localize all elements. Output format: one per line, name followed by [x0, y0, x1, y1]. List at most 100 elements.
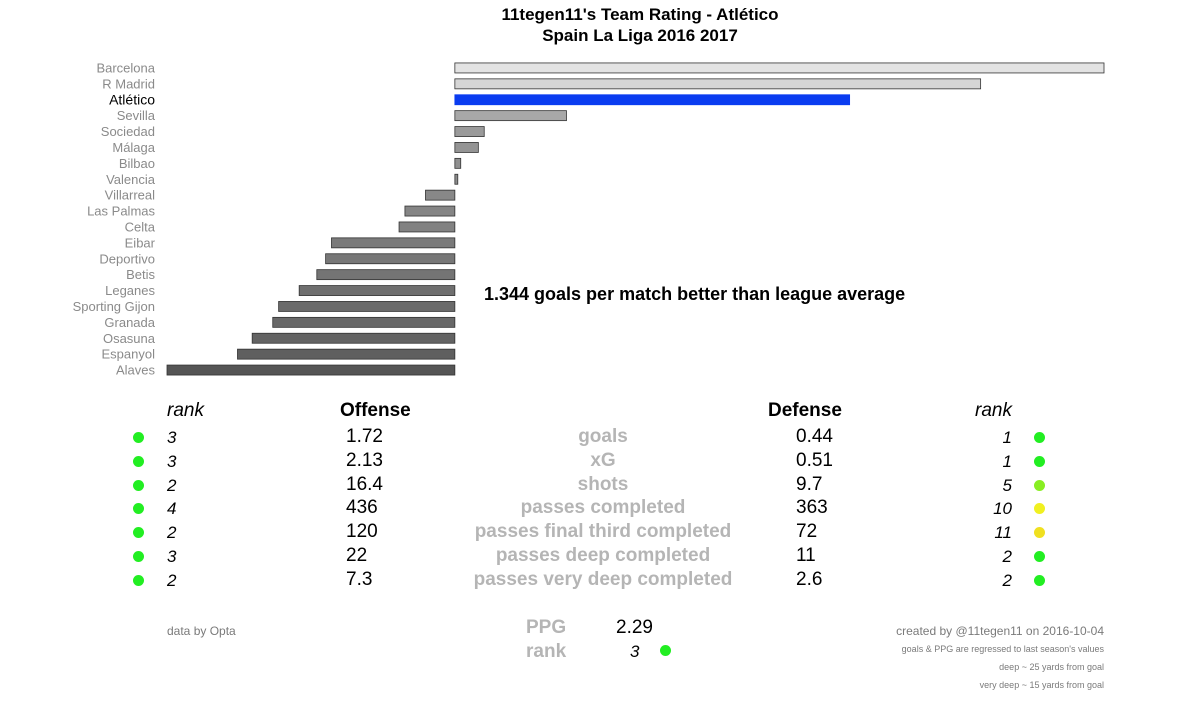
bar: [251, 332, 456, 344]
offense-rank: 3: [167, 428, 177, 447]
bar-label: Atlético: [109, 91, 155, 107]
ppg-rank-indicator-dot: [660, 645, 671, 656]
defense-rank: 1: [1002, 451, 1012, 471]
bar-label: Valencia: [106, 172, 156, 187]
chart-subtitle: Spain La Liga 2016 2017: [542, 26, 738, 45]
defense-value: 9.7: [796, 473, 823, 495]
bar: [425, 189, 456, 201]
defense-rank-indicator-dot: [1034, 527, 1045, 539]
chart-title: 11tegen11's Team Rating - Atlético: [501, 5, 779, 24]
headline-goals-per-match: 1.344 goals per match better than league…: [484, 284, 906, 304]
bar-label: Alaves: [116, 363, 156, 378]
defense-rank-indicator-dot: [1034, 455, 1045, 467]
defense-rank: 5: [1002, 475, 1012, 495]
offense-rank-indicator-dot: [133, 551, 144, 562]
bar-label: Bilbao: [119, 156, 155, 171]
bar: [331, 237, 456, 249]
offense-value: 22: [346, 545, 368, 566]
bar: [454, 126, 485, 137]
bar: [454, 142, 479, 153]
bar-label: Granada: [104, 315, 155, 330]
bar: [237, 348, 456, 360]
offense-rank-indicator-dot: [133, 503, 144, 515]
data-source: data by Opta: [167, 624, 236, 638]
bar: [454, 78, 982, 90]
offense-rank: 3: [167, 547, 177, 566]
metric-label: passes very deep completed: [473, 568, 733, 590]
defense-value: 72: [796, 521, 818, 543]
defense-value: 0.44: [796, 426, 833, 447]
bar: [404, 205, 456, 217]
ppg-rank-value: 3: [630, 642, 640, 661]
metric-label: goals: [578, 426, 628, 447]
defense-value: 2.6: [796, 568, 823, 590]
bar-label: Eibar: [125, 235, 156, 250]
offense-value: 2.13: [346, 449, 383, 471]
ppg-label: PPG: [526, 617, 567, 638]
metric-label: xG: [590, 449, 616, 471]
bar-label: R Madrid: [102, 76, 155, 91]
ppg-rank-label: rank: [526, 641, 567, 662]
bar: [454, 173, 459, 185]
bar-label: Osasuna: [103, 331, 156, 346]
offense-value: 7.3: [346, 568, 373, 590]
bar: [454, 110, 567, 122]
bar-label: Las Palmas: [87, 204, 155, 219]
bar-label: Sociedad: [101, 124, 155, 139]
offense-rank-indicator-dot: [133, 574, 144, 586]
defense-rank: 2: [1002, 570, 1012, 590]
defense-rank: 11: [994, 523, 1012, 543]
metric-label: passes final third completed: [474, 521, 732, 543]
offense-rank-indicator-dot: [133, 455, 144, 467]
metric-label: passes completed: [520, 497, 686, 519]
defense-header: Defense: [768, 400, 842, 421]
bar: [278, 301, 456, 312]
bar: [454, 94, 851, 106]
offense-value: 16.4: [346, 473, 383, 495]
bar-label: Málaga: [112, 140, 155, 155]
defense-rank-header: rank: [975, 400, 1012, 421]
bar-label: Betis: [126, 267, 155, 282]
offense-rank: 2: [167, 570, 177, 590]
offense-value: 436: [346, 497, 378, 519]
defense-rank-indicator-dot: [1034, 432, 1045, 443]
offense-rank: 4: [167, 499, 177, 519]
offense-header: Offense: [340, 400, 411, 421]
bar: [454, 62, 1105, 74]
bar: [298, 285, 456, 296]
bar-label: Sporting Gijon: [73, 299, 155, 314]
defense-rank-indicator-dot: [1034, 551, 1045, 562]
bar: [166, 364, 456, 376]
offense-rank: 2: [167, 523, 177, 543]
bar-label: Villarreal: [105, 188, 155, 203]
metric-label: shots: [577, 473, 629, 495]
defense-rank: 1: [1002, 428, 1012, 447]
bar-label: Espanyol: [102, 347, 156, 362]
defense-rank-indicator-dot: [1034, 574, 1045, 586]
bar-label: Sevilla: [117, 108, 156, 123]
bar: [272, 316, 456, 328]
defense-rank: 10: [993, 499, 1012, 519]
bar: [454, 157, 462, 169]
bar-label: Deportivo: [99, 251, 155, 266]
offense-rank-indicator-dot: [133, 479, 144, 491]
defense-rank-indicator-dot: [1034, 503, 1045, 515]
footnote-deep: deep ~ 25 yards from goal: [999, 662, 1104, 672]
defense-value: 363: [796, 497, 828, 519]
bar: [316, 269, 456, 281]
ppg-value: 2.29: [616, 617, 653, 638]
bar-label: Celta: [125, 219, 156, 234]
offense-value: 1.72: [346, 426, 383, 447]
offense-rank-header: rank: [167, 400, 204, 421]
bar: [398, 221, 456, 233]
bar-label: Leganes: [105, 283, 155, 298]
offense-rank-indicator-dot: [133, 432, 144, 443]
offense-rank: 3: [167, 451, 177, 471]
bar: [325, 253, 456, 265]
defense-rank-indicator-dot: [1034, 479, 1045, 491]
offense-value: 120: [346, 521, 378, 543]
metric-label: passes deep completed: [495, 545, 711, 566]
defense-value: 0.51: [796, 449, 833, 471]
created-by: created by @11tegen11 on 2016-10-04: [896, 624, 1104, 638]
